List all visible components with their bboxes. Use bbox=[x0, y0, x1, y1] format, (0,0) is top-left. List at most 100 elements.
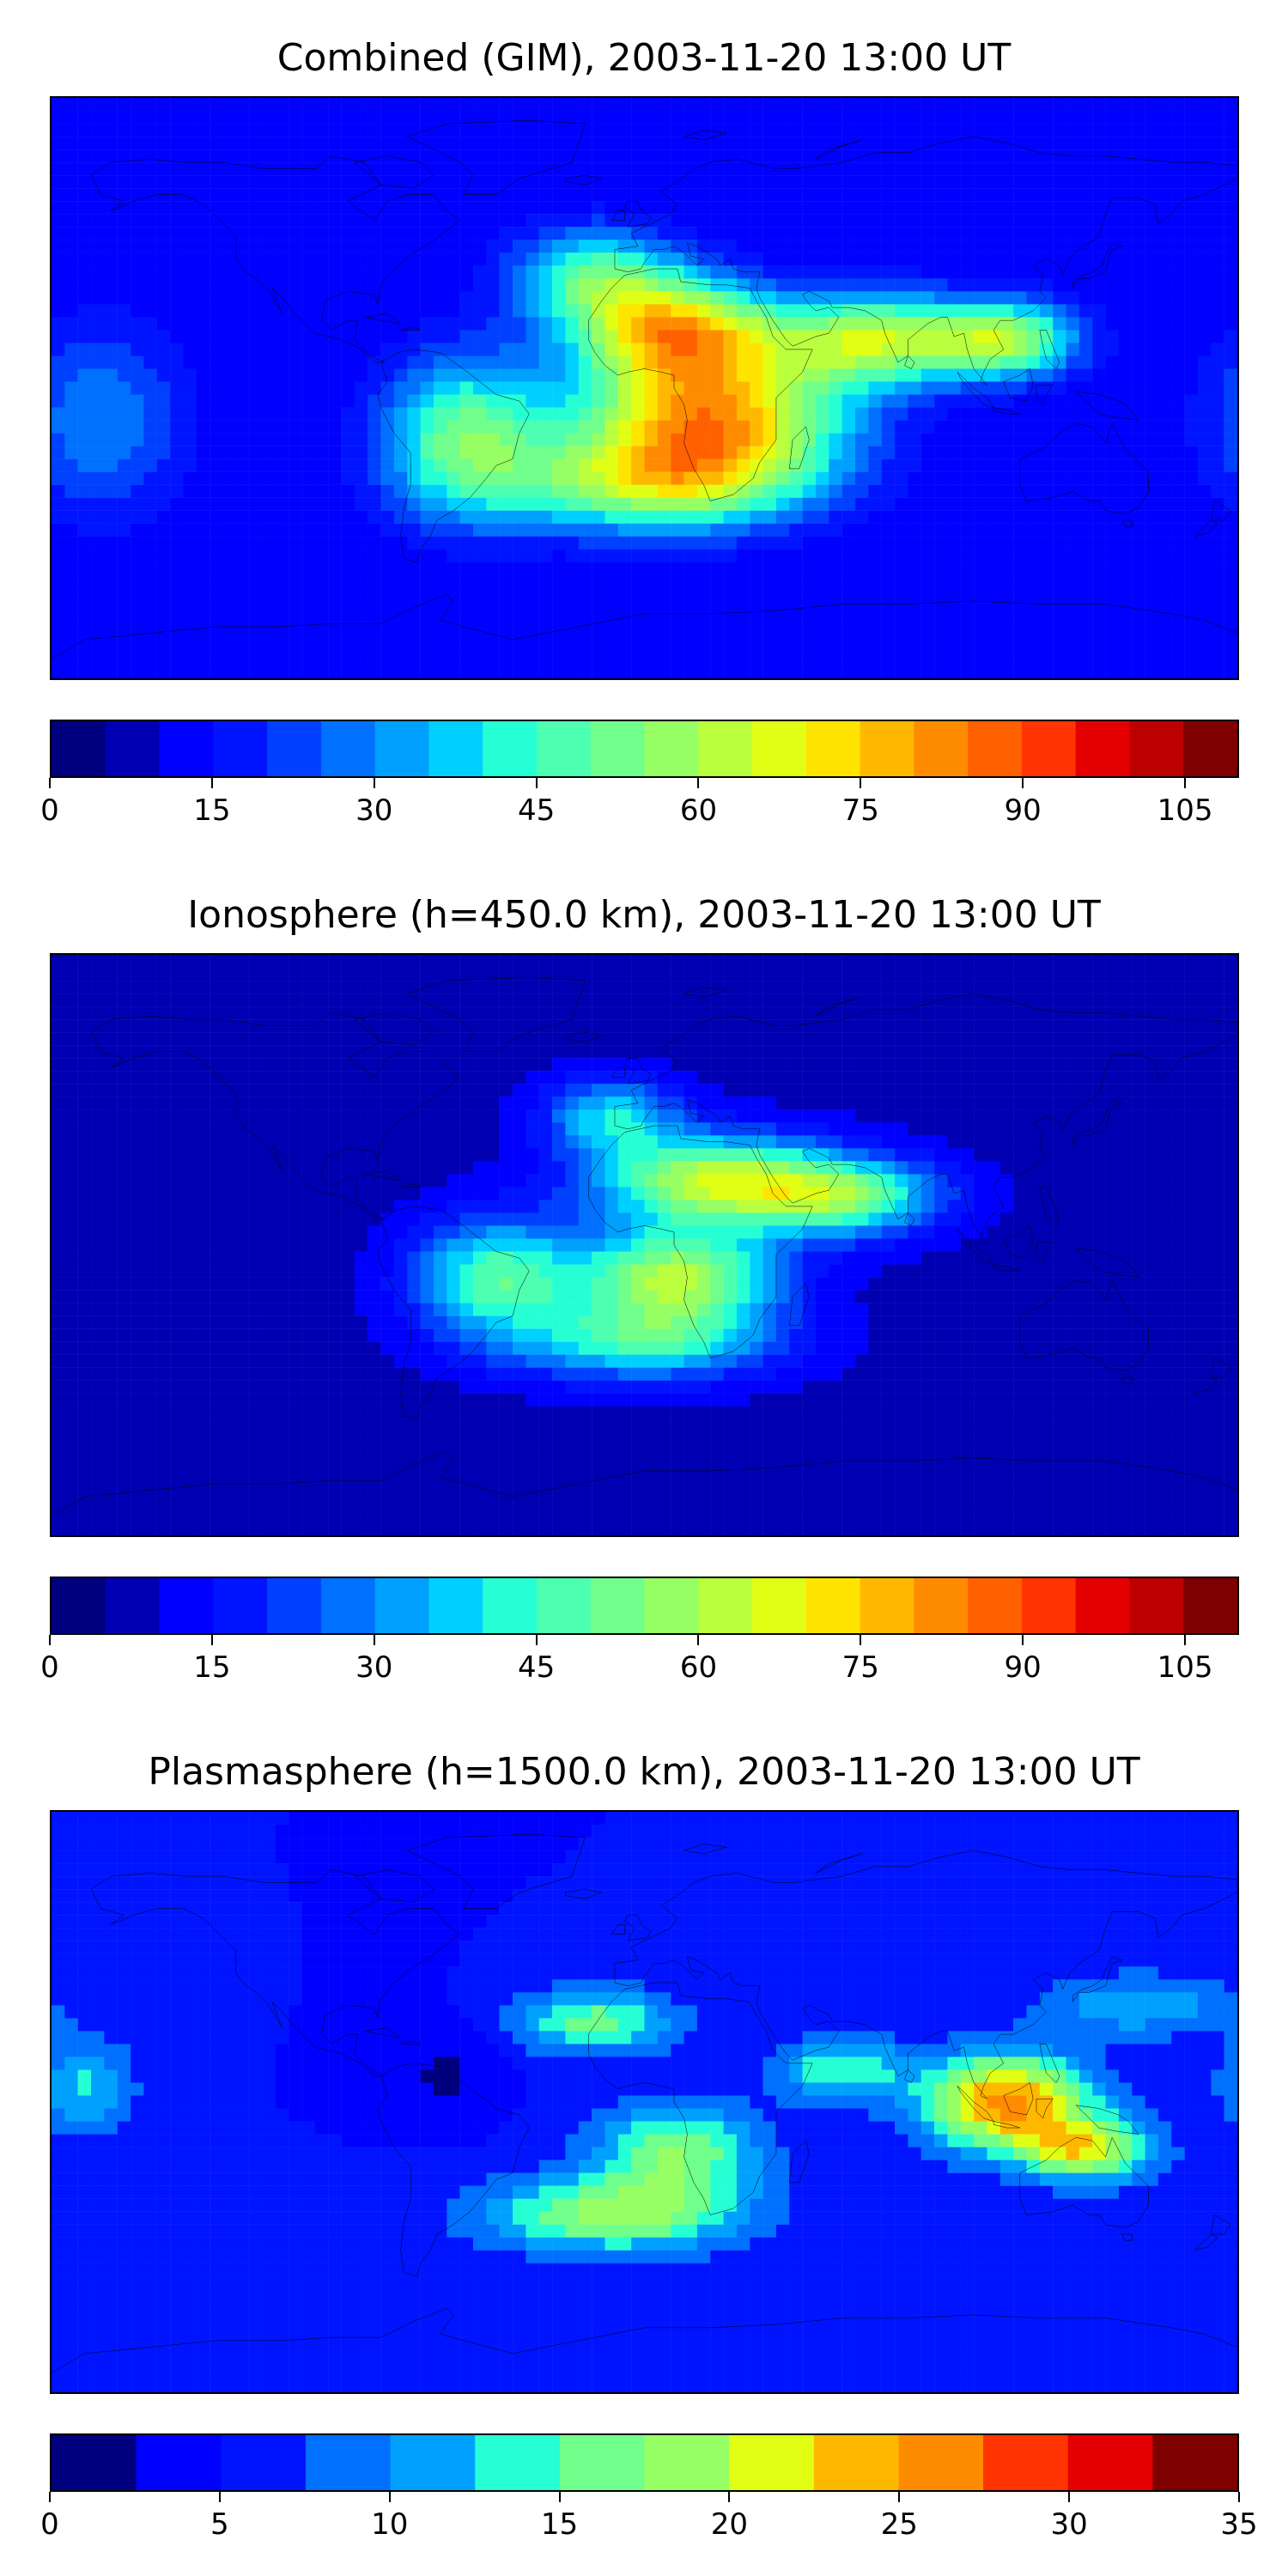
tec-cell bbox=[644, 291, 659, 305]
tec-cell bbox=[1224, 149, 1237, 163]
tec-cell bbox=[908, 497, 921, 511]
tec-cell bbox=[1105, 471, 1120, 485]
tec-cell bbox=[815, 968, 829, 981]
tec-cell bbox=[473, 652, 487, 666]
tec-cell bbox=[1157, 626, 1172, 641]
tec-cell bbox=[368, 993, 381, 1007]
tec-cell bbox=[143, 188, 157, 202]
tec-cell bbox=[526, 240, 539, 253]
tec-cell bbox=[855, 574, 869, 589]
tec-cell bbox=[934, 471, 948, 485]
tec-cell bbox=[170, 265, 184, 279]
tec-cell bbox=[314, 394, 329, 408]
tec-cell bbox=[1197, 214, 1212, 228]
tec-cell bbox=[289, 214, 302, 228]
tec-cell bbox=[657, 201, 671, 215]
tec-cell bbox=[222, 278, 237, 292]
tec-cell bbox=[934, 1058, 948, 1072]
tec-cell bbox=[473, 149, 487, 163]
tec-cell bbox=[301, 665, 316, 678]
tec-cell bbox=[1145, 98, 1159, 112]
tec-cell bbox=[1026, 471, 1041, 485]
tec-cell bbox=[987, 368, 1000, 382]
tec-cell bbox=[802, 484, 817, 498]
tec-cell bbox=[762, 626, 777, 641]
tec-cell bbox=[52, 214, 65, 228]
tec-cell bbox=[473, 252, 487, 266]
tec-cell bbox=[552, 471, 566, 485]
tec-cell bbox=[289, 510, 302, 524]
tec-cell bbox=[947, 124, 961, 137]
tec-cell bbox=[183, 1006, 197, 1020]
tec-cell bbox=[77, 175, 92, 189]
tec-cell bbox=[328, 265, 342, 279]
tec-cell bbox=[895, 981, 908, 994]
tec-cell bbox=[671, 600, 684, 615]
tec-cell bbox=[947, 149, 961, 163]
tec-cell bbox=[486, 201, 500, 215]
tec-cell bbox=[170, 343, 184, 356]
tec-cell bbox=[631, 993, 645, 1007]
tec-cell bbox=[420, 536, 434, 550]
tec-cell bbox=[1211, 137, 1224, 150]
tec-cell bbox=[671, 968, 684, 981]
tec-cell bbox=[829, 214, 842, 228]
tec-cell bbox=[473, 433, 487, 447]
tec-cell bbox=[947, 652, 961, 666]
tec-cell bbox=[881, 626, 896, 641]
tec-cell bbox=[1171, 652, 1185, 666]
tec-cell bbox=[143, 1045, 157, 1059]
tec-cell bbox=[762, 278, 777, 292]
tec-cell bbox=[196, 265, 210, 279]
tec-cell bbox=[538, 587, 553, 602]
tec-cell bbox=[723, 1019, 738, 1033]
tec-cell bbox=[170, 368, 184, 382]
tec-cell bbox=[170, 175, 184, 189]
tec-cell bbox=[77, 955, 92, 969]
tec-cell bbox=[526, 459, 539, 472]
tec-cell bbox=[314, 523, 329, 537]
tec-cell bbox=[433, 240, 447, 253]
tec-cell bbox=[380, 1058, 395, 1072]
tec-cell bbox=[393, 993, 408, 1007]
tec-cell bbox=[459, 368, 474, 382]
tec-cell bbox=[696, 407, 711, 421]
tec-cell bbox=[960, 149, 975, 163]
tec-cell bbox=[908, 993, 921, 1007]
tec-cell bbox=[341, 368, 355, 382]
tec-cell bbox=[64, 407, 78, 421]
tec-cell bbox=[683, 98, 698, 112]
tec-cell bbox=[1145, 459, 1159, 472]
tec-cell bbox=[1013, 652, 1027, 666]
tec-cell bbox=[1105, 214, 1120, 228]
tec-cell bbox=[183, 562, 197, 576]
tec-cell bbox=[1013, 433, 1027, 447]
tec-cell bbox=[1171, 317, 1185, 331]
tec-cell bbox=[895, 137, 908, 150]
tec-cell bbox=[974, 98, 987, 112]
tec-cell bbox=[104, 497, 118, 511]
tec-cell bbox=[881, 587, 896, 602]
tec-cell bbox=[210, 446, 223, 459]
tec-cell bbox=[868, 111, 882, 125]
tec-cell bbox=[526, 484, 539, 498]
tec-cell bbox=[1066, 407, 1080, 421]
tec-cell bbox=[341, 343, 355, 356]
tec-cell bbox=[841, 471, 856, 485]
tec-cell bbox=[1092, 497, 1106, 511]
tec-cell bbox=[1197, 587, 1212, 602]
tec-cell bbox=[433, 1071, 447, 1084]
tec-cell bbox=[1145, 188, 1159, 202]
tec-cell bbox=[235, 981, 250, 994]
tec-cell bbox=[354, 1006, 368, 1020]
tec-cell bbox=[736, 175, 750, 189]
tec-cell bbox=[235, 278, 250, 292]
tec-cell bbox=[354, 968, 368, 981]
tec-cell bbox=[210, 433, 223, 447]
tec-cell bbox=[117, 574, 131, 589]
tec-cell bbox=[380, 1071, 395, 1084]
tec-cell bbox=[592, 252, 605, 266]
tec-cell bbox=[736, 162, 750, 176]
tec-cell bbox=[631, 1045, 645, 1059]
tec-cell bbox=[91, 407, 105, 421]
